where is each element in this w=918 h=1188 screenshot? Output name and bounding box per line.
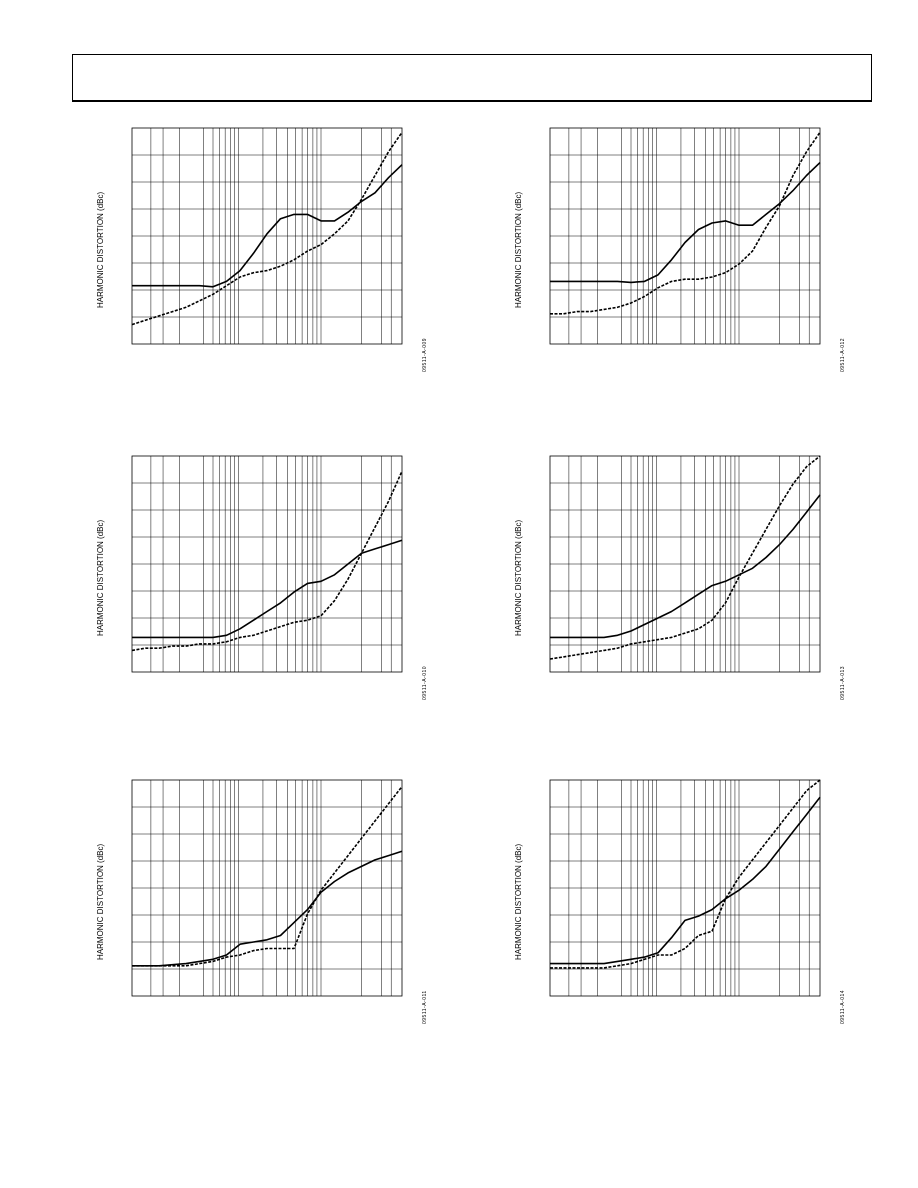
series-line-dashed (549, 455, 821, 660)
chart-panel-5: HARMONIC DISTORTION (dBc) 09511-A-011 (90, 772, 450, 1062)
series-line-solid (132, 539, 403, 639)
figure-id: 09511-A-011 (422, 990, 428, 1024)
figure-id: 09511-A-013 (840, 665, 846, 700)
chart-panel-3: HARMONIC DISTORTION (dBc) 09511-A-010 (90, 448, 450, 738)
figure-id: 09511-A-014 (840, 989, 846, 1024)
series-line-solid (132, 164, 403, 288)
y-axis-label: HARMONIC DISTORTION (dBc) (96, 843, 105, 960)
y-axis-label: HARMONIC DISTORTION (dBc) (96, 519, 105, 636)
series-line-dashed (132, 786, 403, 967)
y-axis-label: HARMONIC DISTORTION (dBc) (514, 191, 523, 308)
chart-svg (131, 127, 403, 345)
y-axis-label: HARMONIC DISTORTION (dBc) (96, 191, 105, 308)
series-line-solid (550, 796, 821, 965)
chart-panel-1: HARMONIC DISTORTION (dBc) 09511-A-009 (90, 120, 450, 410)
y-axis-label: HARMONIC DISTORTION (dBc) (514, 843, 523, 960)
chart-panel-2: HARMONIC DISTORTION (dBc) 09511-A-012 (508, 120, 868, 410)
figure-id: 09511-A-009 (422, 337, 428, 372)
series-line-dashed (550, 779, 821, 969)
chart-svg (131, 455, 403, 673)
page-header-box (72, 54, 872, 102)
chart-panel-6: HARMONIC DISTORTION (dBc) 09511-A-014 (508, 772, 868, 1062)
figure-id: 09511-A-010 (422, 665, 428, 700)
figure-id: 09511-A-012 (840, 337, 846, 372)
series-line-dashed (550, 131, 821, 315)
series-line-solid (550, 162, 821, 284)
y-axis-label: HARMONIC DISTORTION (dBc) (514, 519, 523, 636)
chart-svg (549, 779, 821, 997)
chart-svg (549, 455, 821, 673)
series-line-dashed (131, 470, 403, 652)
series-line-dashed (131, 131, 403, 326)
chart-svg (549, 127, 821, 345)
series-line-solid (132, 850, 403, 967)
chart-svg (131, 779, 403, 997)
series-line-solid (550, 494, 821, 639)
chart-panel-4: HARMONIC DISTORTION (dBc) 09511-A-013 (508, 448, 868, 738)
